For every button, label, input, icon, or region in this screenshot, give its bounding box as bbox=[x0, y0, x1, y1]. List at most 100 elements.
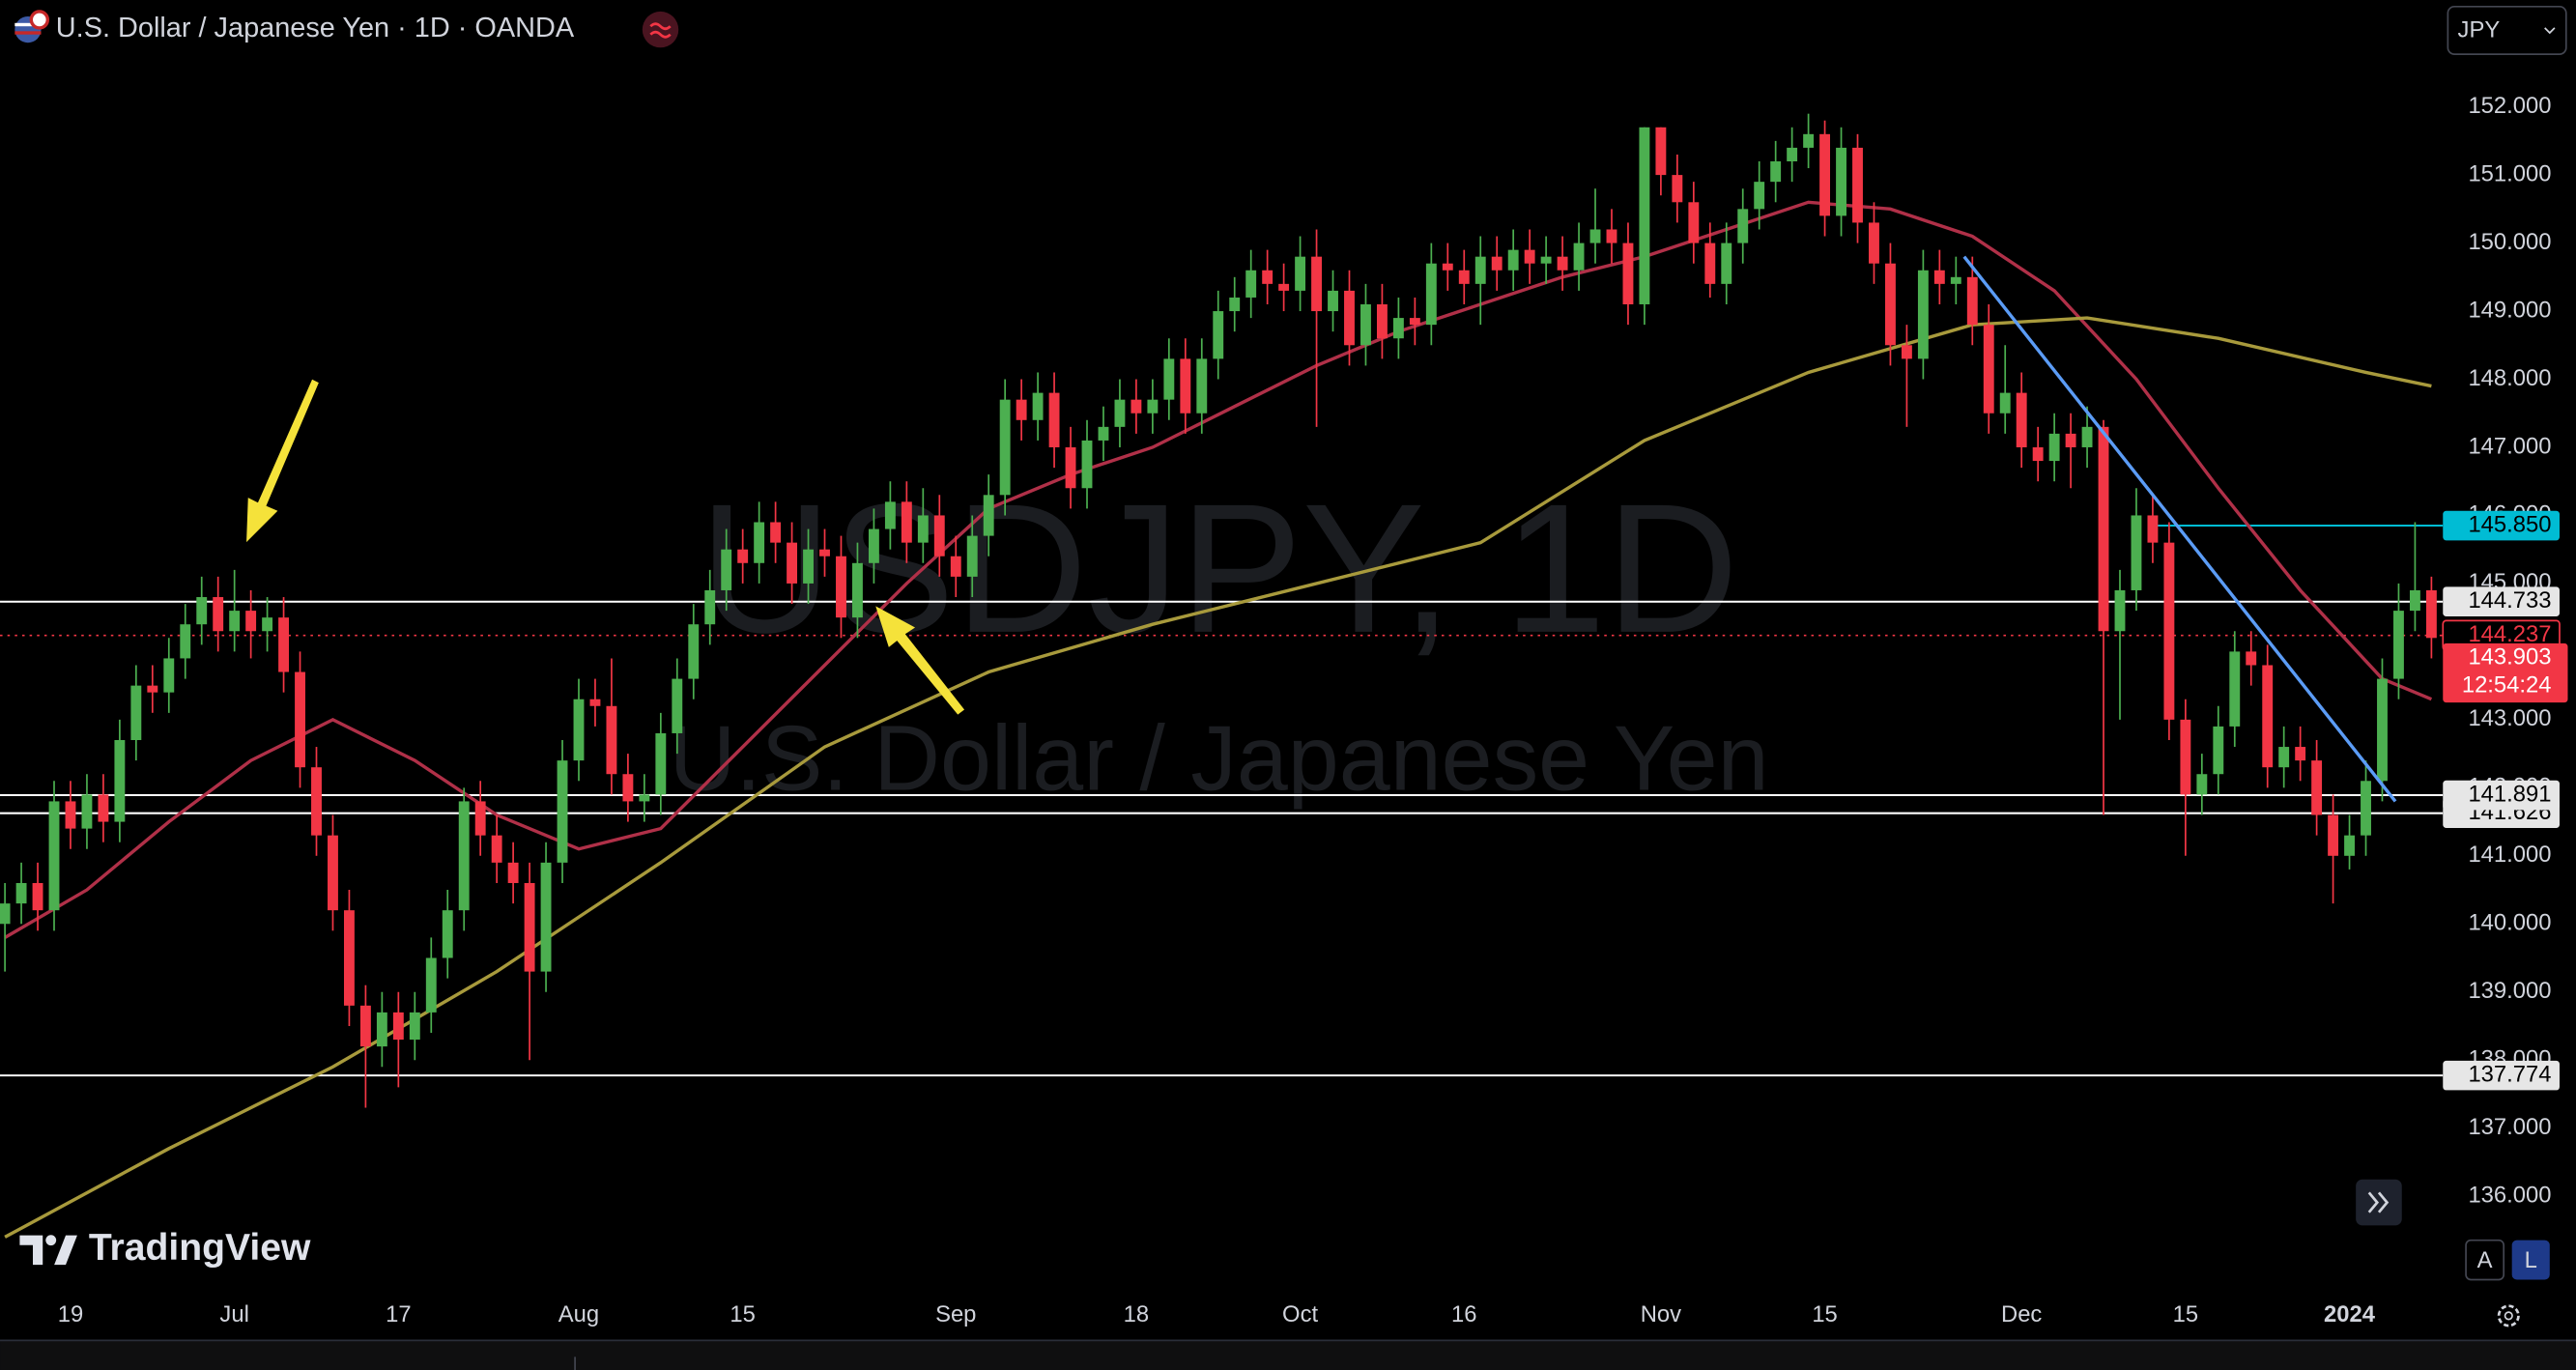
candle-body bbox=[1360, 303, 1371, 346]
candle-body bbox=[1491, 256, 1503, 271]
level-box bbox=[2443, 780, 2560, 811]
candle-body bbox=[1507, 249, 1519, 271]
y-tick-label: 152.000 bbox=[2468, 93, 2551, 119]
candle-body bbox=[474, 801, 486, 836]
candle-body bbox=[213, 597, 224, 632]
y-tick-label: 143.000 bbox=[2468, 705, 2551, 731]
candle-body bbox=[524, 882, 535, 972]
candle-body bbox=[81, 794, 93, 829]
candle-body bbox=[1754, 182, 1765, 210]
candle-body bbox=[245, 611, 257, 632]
candle-body bbox=[2131, 515, 2142, 590]
candle-body bbox=[1721, 243, 1732, 284]
close-label: 143.903 bbox=[2468, 644, 2551, 671]
candle-body bbox=[1770, 161, 1782, 183]
y-tick-label: 139.000 bbox=[2468, 978, 2551, 1004]
annotation-arrow bbox=[246, 379, 319, 543]
candle-body bbox=[2409, 589, 2420, 612]
candle-body bbox=[1392, 318, 1404, 339]
candle-body bbox=[1163, 358, 1175, 400]
candle-body bbox=[2032, 446, 2044, 462]
candle-body bbox=[1787, 147, 1798, 162]
candle-body bbox=[966, 535, 978, 577]
candle-body bbox=[1245, 270, 1257, 298]
candle-body bbox=[1622, 243, 1634, 304]
candle-body bbox=[2328, 814, 2339, 856]
candle-body bbox=[606, 705, 617, 775]
candle-body bbox=[1409, 318, 1420, 326]
candle-body bbox=[2393, 611, 2404, 679]
logo-text: TradingView bbox=[89, 1227, 311, 1269]
candle-body bbox=[1606, 229, 1617, 243]
x-tick-label: 17 bbox=[386, 1301, 411, 1327]
candle-body bbox=[639, 794, 650, 802]
settings-button[interactable] bbox=[2497, 1304, 2520, 1327]
candle-body bbox=[1344, 290, 1355, 346]
scroll-button[interactable] bbox=[2356, 1179, 2402, 1226]
indicator-badge[interactable] bbox=[642, 11, 679, 48]
gear-icon[interactable] bbox=[2497, 1304, 2520, 1327]
candle-body bbox=[655, 732, 667, 795]
candle-body bbox=[2065, 433, 2076, 447]
candle-body bbox=[1852, 147, 1863, 223]
logo-icon bbox=[54, 1235, 77, 1266]
candle-body bbox=[1589, 229, 1601, 243]
x-tick-label: Aug bbox=[558, 1301, 599, 1327]
candle-body bbox=[409, 1012, 420, 1041]
candle-body bbox=[787, 542, 798, 584]
candle-body bbox=[130, 685, 142, 741]
candle-body bbox=[933, 515, 945, 557]
dropdown-caret bbox=[2544, 27, 2556, 35]
candle-body bbox=[1885, 263, 1896, 346]
candle-body bbox=[2295, 747, 2306, 761]
x-tick-label: 15 bbox=[1812, 1301, 1837, 1327]
candle-body bbox=[2229, 651, 2241, 727]
currency-label: JPY bbox=[2458, 17, 2501, 43]
candle-body bbox=[2081, 426, 2093, 447]
currency-box[interactable] bbox=[2447, 5, 2567, 55]
candle-body bbox=[1048, 392, 1060, 447]
candle-body bbox=[328, 835, 338, 911]
candle-body bbox=[196, 597, 208, 625]
candle-body bbox=[1295, 256, 1306, 291]
candle-body bbox=[114, 740, 126, 822]
candle-body bbox=[458, 801, 470, 911]
x-tick-label: Jul bbox=[219, 1301, 248, 1327]
candle-body bbox=[180, 624, 191, 659]
moving-average bbox=[4, 316, 2432, 1239]
candle-body bbox=[1425, 263, 1437, 326]
x-tick-label: 19 bbox=[58, 1301, 83, 1327]
candle-body bbox=[2147, 515, 2159, 543]
candle-body bbox=[1573, 243, 1585, 271]
candle-body bbox=[852, 562, 863, 618]
log-scale-button[interactable] bbox=[2511, 1240, 2550, 1280]
candle-body bbox=[2213, 726, 2224, 775]
candle-body bbox=[721, 549, 732, 590]
level-label: 144.733 bbox=[2468, 587, 2551, 614]
level-box bbox=[2443, 1060, 2560, 1091]
x-tick-label: 16 bbox=[1451, 1301, 1476, 1327]
candle-body bbox=[1131, 399, 1142, 414]
y-tick-label: 148.000 bbox=[2468, 365, 2551, 391]
candle-body bbox=[1836, 147, 1846, 216]
auto-scale-button[interactable] bbox=[2465, 1239, 2505, 1281]
bottom-toolbar bbox=[0, 1340, 2576, 1370]
candle-body bbox=[1950, 276, 1961, 284]
currency-select[interactable]: JPY bbox=[2447, 5, 2567, 55]
level-box bbox=[2443, 586, 2560, 617]
candle-body bbox=[836, 556, 846, 618]
candle-body bbox=[2425, 589, 2437, 639]
candle-body bbox=[65, 801, 76, 829]
y-tick-label: 149.000 bbox=[2468, 297, 2551, 323]
candle-body bbox=[540, 862, 552, 972]
candle-body bbox=[1278, 283, 1290, 291]
candle-body bbox=[1458, 270, 1470, 284]
candle-body bbox=[2278, 747, 2290, 768]
last-price-label: 144.237 bbox=[2468, 621, 2551, 647]
candle-body bbox=[1819, 133, 1831, 216]
candle-body bbox=[48, 801, 60, 911]
candle-body bbox=[1524, 249, 1535, 264]
candle-body bbox=[983, 495, 994, 536]
